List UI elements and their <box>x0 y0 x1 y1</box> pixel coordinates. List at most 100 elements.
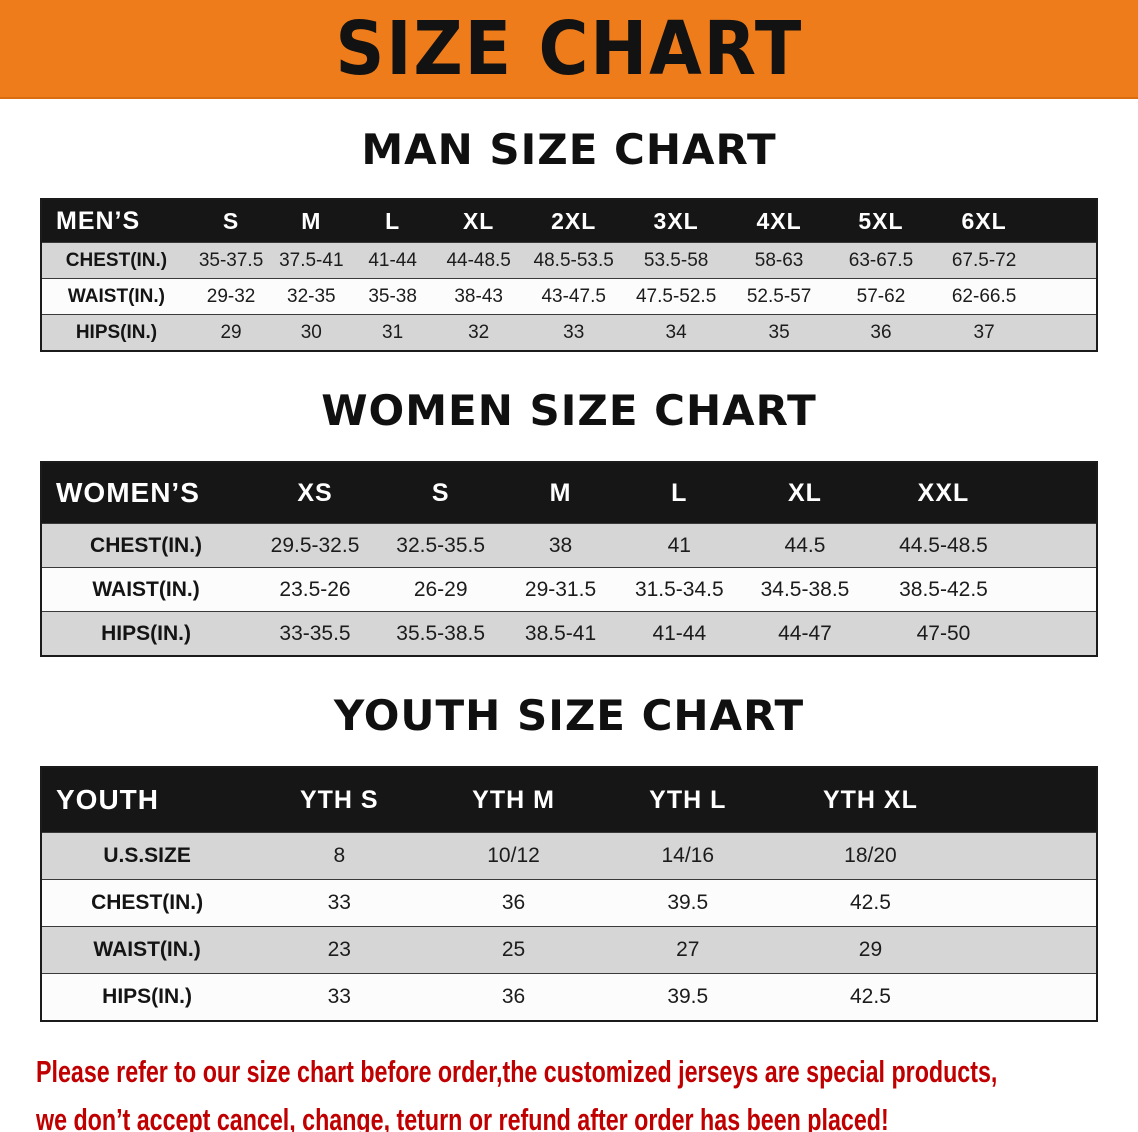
table-header-row: YOUTH YTH S YTH M YTH L YTH XL <box>41 767 1097 833</box>
size-value-cell: 18/20 <box>774 832 1097 880</box>
size-value-cell: 10/12 <box>426 832 601 880</box>
table-row: HIPS(IN.) 33-35.5 35.5-38.5 38.5-41 41-44 44-… <box>41 611 1097 656</box>
size-value-cell: 44.5 <box>738 523 871 568</box>
size-value-cell: 44.5-48.5 <box>870 523 1097 568</box>
banner-title: SIZE CHART <box>335 5 803 92</box>
size-column-header: YTH L <box>600 767 775 833</box>
row-label-cell: WAIST(IN.) <box>41 278 191 315</box>
size-chart-content: MAN SIZE CHART MEN’S S M L XL 2XL 3XL 4XL 5XL 6XL… <box>0 99 1138 1022</box>
size-value-cell: 39.5 <box>600 879 775 927</box>
size-value-cell: 31 <box>351 314 434 351</box>
size-value-cell: 67.5-72 <box>932 242 1097 279</box>
table-row: WAIST(IN.) 23.5-26 26-29 29-31.5 31.5-34.5 34… <box>41 567 1097 612</box>
table-row: U.S.SIZE 8 10/12 14/16 18/20 <box>41 832 1097 880</box>
size-column-header: 5XL <box>829 199 933 243</box>
size-value-cell: 35 <box>728 314 830 351</box>
size-value-cell: 38-43 <box>433 278 524 315</box>
size-value-cell: 33 <box>252 973 427 1021</box>
table-row: WAIST(IN.) 23 25 27 29 <box>41 926 1097 974</box>
youth-size-table: YOUTH YTH S YTH M YTH L YTH XL U.S.SIZE 8 10/12… <box>40 766 1098 1022</box>
size-value-cell: 35-37.5 <box>190 242 272 279</box>
size-value-cell: 41-44 <box>619 611 739 656</box>
size-value-cell: 63-67.5 <box>829 242 933 279</box>
size-value-cell: 8 <box>252 832 427 880</box>
table-corner-header: YOUTH <box>41 767 253 833</box>
size-value-cell: 43-47.5 <box>523 278 624 315</box>
size-column-header: L <box>619 462 739 524</box>
size-value-cell: 32 <box>433 314 524 351</box>
size-value-cell: 62-66.5 <box>932 278 1097 315</box>
size-value-cell: 25 <box>426 926 601 974</box>
size-value-cell: 41-44 <box>351 242 434 279</box>
size-value-cell: 36 <box>426 879 601 927</box>
size-column-header: S <box>379 462 502 524</box>
size-value-cell: 29-31.5 <box>501 567 620 612</box>
size-value-cell: 44-48.5 <box>433 242 524 279</box>
size-value-cell: 14/16 <box>600 832 775 880</box>
size-column-header: YTH S <box>252 767 427 833</box>
men-size-table: MEN’S S M L XL 2XL 3XL 4XL 5XL 6XL CHEST(IN.) 35-37… <box>40 198 1098 352</box>
size-value-cell: 29 <box>190 314 272 351</box>
size-column-header: M <box>271 199 352 243</box>
size-value-cell: 57-62 <box>829 278 933 315</box>
row-label-cell: HIPS(IN.) <box>41 973 253 1021</box>
size-column-header: L <box>351 199 434 243</box>
size-column-header: 2XL <box>523 199 624 243</box>
size-value-cell: 58-63 <box>728 242 830 279</box>
size-value-cell: 26-29 <box>379 567 502 612</box>
size-value-cell: 42.5 <box>774 973 1097 1021</box>
size-value-cell: 38 <box>501 523 620 568</box>
size-column-header: XS <box>250 462 380 524</box>
size-column-header: XL <box>738 462 871 524</box>
size-value-cell: 29.5-32.5 <box>250 523 380 568</box>
size-column-header: YTH XL <box>774 767 1097 833</box>
row-label-cell: WAIST(IN.) <box>41 926 253 974</box>
table-row: CHEST(IN.) 35-37.5 37.5-41 41-44 44-48.5 48.5… <box>41 242 1097 279</box>
table-corner-header: WOMEN’S <box>41 462 251 524</box>
row-label-cell: HIPS(IN.) <box>41 314 191 351</box>
size-value-cell: 52.5-57 <box>728 278 830 315</box>
men-section-title: MAN SIZE CHART <box>361 125 777 174</box>
size-value-cell: 29 <box>774 926 1097 974</box>
size-value-cell: 38.5-42.5 <box>870 567 1097 612</box>
women-size-table: WOMEN’S XS S M L XL XXL CHEST(IN.) 29.5-32.5 32.5… <box>40 461 1098 657</box>
size-chart-banner: SIZE CHART <box>0 0 1138 99</box>
size-value-cell: 32.5-35.5 <box>379 523 502 568</box>
size-value-cell: 33 <box>252 879 427 927</box>
disclaimer-line-2: we don’t accept cancel, change, teturn o… <box>36 1102 889 1132</box>
size-value-cell: 36 <box>829 314 933 351</box>
size-value-cell: 35-38 <box>351 278 434 315</box>
size-value-cell: 47.5-52.5 <box>623 278 729 315</box>
row-label-cell: CHEST(IN.) <box>41 879 253 927</box>
size-value-cell: 47-50 <box>870 611 1097 656</box>
size-value-cell: 23.5-26 <box>250 567 380 612</box>
size-column-header: S <box>190 199 272 243</box>
size-value-cell: 39.5 <box>600 973 775 1021</box>
size-value-cell: 32-35 <box>271 278 352 315</box>
size-column-header: 4XL <box>728 199 830 243</box>
table-row: CHEST(IN.) 33 36 39.5 42.5 <box>41 879 1097 927</box>
row-label-cell: WAIST(IN.) <box>41 567 251 612</box>
size-value-cell: 37 <box>932 314 1097 351</box>
row-label-cell: CHEST(IN.) <box>41 523 251 568</box>
size-value-cell: 44-47 <box>738 611 871 656</box>
size-column-header: YTH M <box>426 767 601 833</box>
table-corner-header: MEN’S <box>41 199 191 243</box>
size-value-cell: 37.5-41 <box>271 242 352 279</box>
size-value-cell: 53.5-58 <box>623 242 729 279</box>
size-column-header: 3XL <box>623 199 729 243</box>
size-column-header: 6XL <box>932 199 1097 243</box>
table-row: HIPS(IN.) 33 36 39.5 42.5 <box>41 973 1097 1021</box>
size-value-cell: 33-35.5 <box>250 611 380 656</box>
size-value-cell: 42.5 <box>774 879 1097 927</box>
size-value-cell: 36 <box>426 973 601 1021</box>
size-value-cell: 33 <box>523 314 624 351</box>
size-value-cell: 29-32 <box>190 278 272 315</box>
table-row: CHEST(IN.) 29.5-32.5 32.5-35.5 38 41 44.5 44.5… <box>41 523 1097 568</box>
row-label-cell: HIPS(IN.) <box>41 611 251 656</box>
table-header-row: MEN’S S M L XL 2XL 3XL 4XL 5XL 6XL <box>41 199 1097 243</box>
women-section-title: WOMEN SIZE CHART <box>321 386 817 435</box>
size-value-cell: 23 <box>252 926 427 974</box>
size-column-header: M <box>501 462 620 524</box>
